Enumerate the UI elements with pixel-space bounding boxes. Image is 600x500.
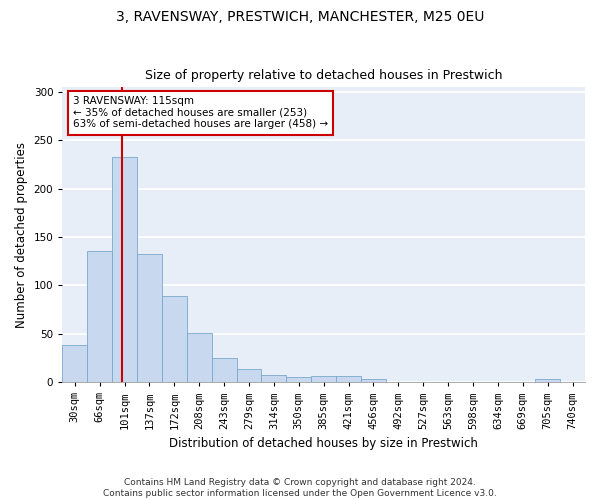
Bar (187, 333, 212, 382)
Bar (62, 346, 87, 382)
Bar (112, 157, 137, 382)
Bar (361, 379, 386, 382)
Bar (236, 368, 262, 382)
Bar (212, 358, 236, 382)
Bar (137, 254, 162, 382)
Text: Contains HM Land Registry data © Crown copyright and database right 2024.
Contai: Contains HM Land Registry data © Crown c… (103, 478, 497, 498)
Bar (286, 378, 311, 382)
Y-axis label: Number of detached properties: Number of detached properties (15, 142, 28, 328)
Bar (336, 376, 361, 382)
Text: 3 RAVENSWAY: 115sqm
← 35% of detached houses are smaller (253)
63% of semi-detac: 3 RAVENSWAY: 115sqm ← 35% of detached ho… (73, 96, 328, 130)
Bar (262, 376, 286, 382)
Bar (535, 379, 560, 382)
X-axis label: Distribution of detached houses by size in Prestwich: Distribution of detached houses by size … (169, 437, 478, 450)
Title: Size of property relative to detached houses in Prestwich: Size of property relative to detached ho… (145, 69, 502, 82)
Bar (162, 296, 187, 382)
Text: 3, RAVENSWAY, PRESTWICH, MANCHESTER, M25 0EU: 3, RAVENSWAY, PRESTWICH, MANCHESTER, M25… (116, 10, 484, 24)
Bar (87, 250, 112, 382)
Bar (311, 376, 336, 382)
